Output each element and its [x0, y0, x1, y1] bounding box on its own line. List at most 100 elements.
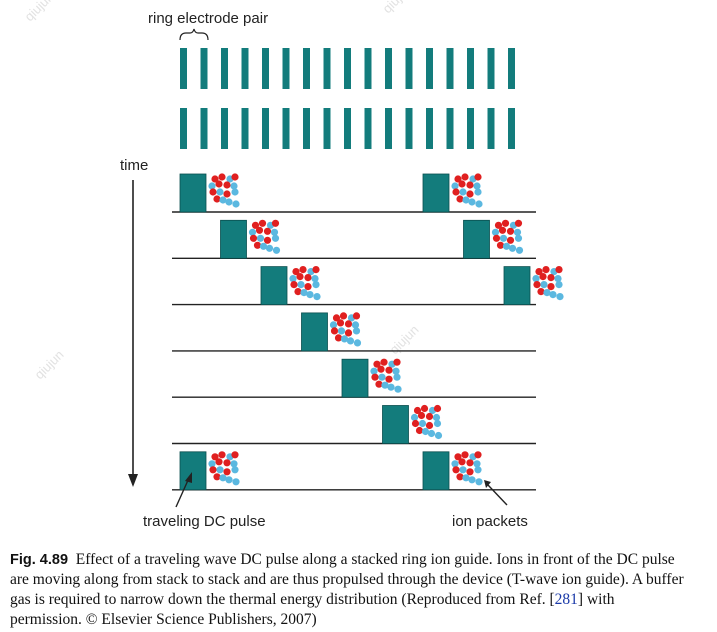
ion — [231, 173, 239, 181]
ion — [513, 228, 522, 236]
dc-pulse — [220, 219, 247, 259]
ion — [494, 221, 503, 229]
ring-electrode — [262, 108, 269, 149]
ion — [413, 406, 422, 415]
figure-caption: Fig. 4.89 Effect of a traveling wave DC … — [10, 550, 690, 630]
ion — [292, 268, 300, 276]
ring-electrode — [405, 48, 413, 89]
ion — [330, 327, 339, 335]
ion — [299, 266, 307, 274]
ion — [265, 244, 274, 252]
pulse-pointer-line — [175, 477, 190, 508]
ion-packet — [491, 219, 524, 254]
ion — [211, 453, 219, 461]
ion-packet — [208, 173, 240, 208]
ion — [421, 427, 430, 436]
ion — [554, 275, 562, 283]
ion — [392, 367, 400, 375]
dc-pulse — [260, 266, 288, 306]
ion-packet — [208, 451, 240, 486]
ion — [344, 320, 353, 328]
ion — [451, 460, 459, 468]
ion-packet — [289, 266, 321, 301]
ring-electrode — [487, 48, 495, 89]
ion — [540, 281, 548, 289]
ion — [337, 327, 346, 335]
ion — [385, 366, 393, 374]
ion — [474, 173, 482, 181]
ion-packet — [410, 404, 443, 440]
ion — [393, 358, 401, 366]
ion — [433, 419, 442, 428]
ion — [329, 321, 338, 329]
ion — [313, 293, 321, 301]
ion — [215, 458, 223, 466]
ion — [496, 241, 505, 249]
ion — [555, 266, 563, 274]
ion — [462, 474, 470, 482]
ion — [304, 274, 312, 282]
ion — [231, 466, 239, 474]
dc-pulse — [301, 312, 328, 352]
ion — [380, 358, 388, 366]
ion — [294, 288, 302, 296]
ion — [352, 312, 361, 320]
dc-pulse — [503, 266, 531, 306]
ion-packet — [248, 219, 281, 254]
ion — [290, 281, 298, 289]
time-step-row — [172, 451, 536, 491]
ion — [432, 413, 441, 422]
dc-pulse — [179, 451, 207, 491]
ring-electrode — [364, 48, 372, 89]
ion — [213, 195, 221, 203]
ion — [459, 188, 467, 196]
ion — [208, 182, 216, 190]
ring-electrode — [282, 108, 290, 149]
time-steps — [172, 173, 564, 491]
ion — [474, 451, 482, 459]
ion — [474, 188, 482, 196]
dc-pulse — [341, 358, 369, 398]
ion — [537, 288, 545, 296]
ion — [425, 412, 434, 421]
ion — [427, 429, 436, 438]
time-step-row — [172, 312, 536, 352]
ion — [473, 182, 481, 190]
dc-pulse — [422, 173, 450, 213]
ion — [213, 473, 221, 481]
ion — [452, 466, 460, 474]
time-step-row — [172, 358, 536, 398]
ring-electrode — [467, 48, 474, 89]
ion — [491, 228, 500, 236]
ring-electrode — [221, 48, 228, 89]
ring-electrode — [180, 108, 187, 149]
ion — [306, 291, 314, 299]
ion — [411, 419, 420, 428]
ring-electrode — [467, 108, 474, 149]
packets-pointer-line — [487, 484, 508, 506]
ion — [475, 200, 483, 208]
ion — [258, 219, 267, 227]
caption-reference-link[interactable]: 281 — [554, 591, 578, 608]
ion — [433, 404, 442, 413]
ion — [501, 219, 510, 227]
ion — [371, 373, 379, 381]
ion — [425, 421, 434, 430]
ion — [514, 234, 523, 242]
caption-text: Effect of a traveling wave DC pulse alon… — [10, 551, 684, 608]
ring-electrode — [323, 48, 331, 89]
ring-electrode — [221, 108, 228, 149]
ion — [300, 289, 308, 297]
ion — [208, 460, 216, 468]
ion — [223, 459, 231, 467]
ring-electrode — [344, 108, 351, 149]
ring-electrode — [241, 108, 249, 149]
ion — [259, 242, 268, 250]
ion — [451, 182, 459, 190]
ion — [474, 466, 482, 474]
watermark: qiujun — [387, 322, 422, 357]
time-step-row — [172, 266, 564, 306]
dc-pulse — [463, 219, 490, 259]
ring-electrode — [385, 108, 392, 149]
ion — [410, 413, 419, 422]
